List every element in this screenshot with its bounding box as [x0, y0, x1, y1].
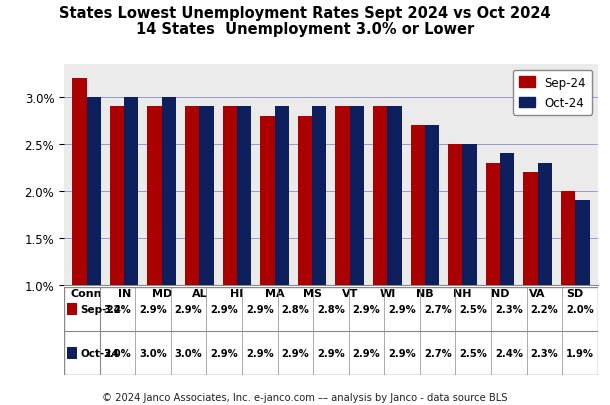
Bar [223, 107, 237, 379]
Bar [387, 107, 401, 379]
Text: 2.7%: 2.7% [424, 348, 451, 358]
Text: © 2024 Janco Associates, Inc. e-janco.com –– analysis by Janco - data source BLS: © 2024 Janco Associates, Inc. e-janco.co… [102, 392, 508, 402]
Text: 2.9%: 2.9% [210, 348, 238, 358]
Bar [462, 145, 477, 379]
Text: 3.0%: 3.0% [139, 348, 167, 358]
Text: Oct-24: Oct-24 [80, 348, 119, 358]
Text: 2.9%: 2.9% [210, 304, 238, 314]
Text: 2.8%: 2.8% [281, 304, 309, 314]
Text: 2.9%: 2.9% [388, 348, 416, 358]
Text: 14 States  Unemployment 3.0% or Lower: 14 States Unemployment 3.0% or Lower [136, 22, 474, 37]
Bar [87, 98, 101, 379]
Text: 2.2%: 2.2% [531, 304, 558, 314]
Bar [561, 192, 575, 379]
Text: 2.9%: 2.9% [246, 348, 274, 358]
Text: 2.7%: 2.7% [424, 304, 451, 314]
Legend: Sep-24, Oct-24: Sep-24, Oct-24 [512, 71, 592, 115]
Text: 2.0%: 2.0% [566, 304, 594, 314]
Text: 2.3%: 2.3% [495, 304, 523, 314]
Bar [350, 107, 364, 379]
Bar [336, 107, 350, 379]
Bar [110, 107, 124, 379]
Bar [411, 126, 425, 379]
Bar [67, 303, 77, 315]
Text: 2.9%: 2.9% [281, 348, 309, 358]
Text: 2.5%: 2.5% [459, 348, 487, 358]
Text: 3.0%: 3.0% [104, 348, 131, 358]
Text: 2.9%: 2.9% [317, 348, 345, 358]
Bar [500, 154, 514, 379]
Bar [148, 107, 162, 379]
Bar [298, 117, 312, 379]
Bar [523, 173, 537, 379]
Bar [373, 107, 387, 379]
Bar [124, 98, 138, 379]
Bar [486, 164, 500, 379]
Bar [448, 145, 462, 379]
Text: 2.9%: 2.9% [353, 304, 381, 314]
Text: 2.9%: 2.9% [174, 304, 203, 314]
Bar [537, 164, 552, 379]
Bar [199, 107, 213, 379]
Text: 2.8%: 2.8% [317, 304, 345, 314]
Text: 2.9%: 2.9% [139, 304, 167, 314]
Text: 2.5%: 2.5% [459, 304, 487, 314]
Bar [185, 107, 199, 379]
Text: 3.2%: 3.2% [104, 304, 131, 314]
Text: 2.9%: 2.9% [246, 304, 274, 314]
Text: 2.9%: 2.9% [353, 348, 381, 358]
Text: Sep-24: Sep-24 [80, 304, 121, 314]
Bar [237, 107, 251, 379]
Bar [312, 107, 326, 379]
Text: 3.0%: 3.0% [174, 348, 203, 358]
Text: 2.9%: 2.9% [388, 304, 416, 314]
Bar [425, 126, 439, 379]
Text: 2.4%: 2.4% [495, 348, 523, 358]
Bar [575, 201, 589, 379]
Bar [67, 347, 77, 359]
Bar [73, 79, 87, 379]
Bar [162, 98, 176, 379]
Text: 1.9%: 1.9% [566, 348, 594, 358]
Bar [260, 117, 274, 379]
Text: States Lowest Unemployment Rates Sept 2024 vs Oct 2024: States Lowest Unemployment Rates Sept 20… [59, 6, 551, 21]
Bar [274, 107, 289, 379]
Text: 2.3%: 2.3% [531, 348, 558, 358]
